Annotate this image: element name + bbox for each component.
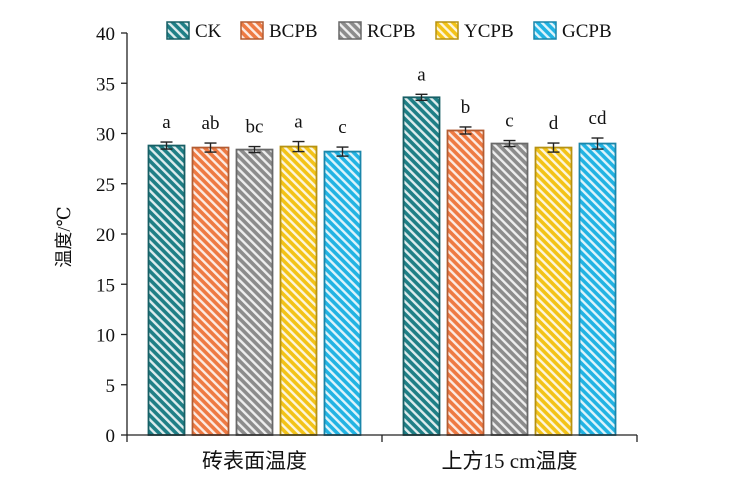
significance-letter-ck-0: a: [162, 112, 171, 133]
axis-layer: 砖表面温度 上方15 cm温度 0 5 10 15 20 25 30 35 40: [96, 24, 638, 473]
significance-letter-rcpb-1: c: [505, 111, 513, 132]
legend-label-bcpb: BCPB: [269, 21, 318, 42]
legend-label-ck: CK: [195, 21, 222, 42]
legend-swatch-bcpb: [240, 21, 264, 40]
legend-label-rcpb: RCPB: [367, 21, 416, 42]
y-tick-label-5: 5: [106, 376, 116, 397]
significance-letter-gcpb-0: c: [338, 117, 346, 138]
y-tick-label-35: 35: [96, 74, 115, 95]
x-category-label-1: 上方15 cm温度: [442, 449, 578, 473]
bar-ck-1: [402, 96, 441, 436]
significance-letter-ycpb-0: a: [294, 112, 303, 133]
y-tick-label-20: 20: [96, 225, 115, 246]
y-tick-label-30: 30: [96, 125, 115, 146]
y-tick-label-0: 0: [106, 426, 116, 447]
significance-letter-bcpb-1: b: [461, 97, 471, 118]
y-axis-title: 温度/℃: [54, 206, 74, 267]
y-tick-label-25: 25: [96, 175, 115, 196]
y-tick-label-10: 10: [96, 326, 115, 347]
bar-bcpb-1: [446, 129, 485, 436]
y-tick-label-40: 40: [96, 24, 115, 45]
y-tick-label-15: 15: [96, 275, 115, 296]
bar-gcpb-1: [578, 142, 617, 436]
legend-swatch-ycpb: [435, 21, 459, 40]
bar-rcpb-0: [235, 148, 274, 436]
legend-label-gcpb: GCPB: [562, 21, 612, 42]
x-category-label-0: 砖表面温度: [202, 449, 307, 473]
significance-letter-ycpb-1: d: [549, 113, 559, 134]
bar-bcpb-0: [191, 146, 230, 436]
significance-letter-ck-1: a: [417, 64, 426, 85]
significance-letter-bcpb-0: ab: [202, 113, 220, 134]
bar-ck-0: [147, 144, 186, 436]
bar-rcpb-1: [490, 142, 529, 436]
legend-swatch-rcpb: [338, 21, 362, 40]
bar-ycpb-1: [534, 146, 573, 436]
bar-gcpb-0: [323, 150, 362, 436]
legend-swatch-ck: [166, 21, 190, 40]
significance-letter-rcpb-0: bc: [246, 117, 264, 138]
legend: CK BCPB RCPB YCPB GCPB: [166, 21, 612, 42]
bar-ycpb-0: [279, 145, 318, 436]
legend-label-ycpb: YCPB: [464, 21, 514, 42]
significance-letter-gcpb-1: cd: [589, 108, 607, 129]
legend-swatch-gcpb: [533, 21, 557, 40]
